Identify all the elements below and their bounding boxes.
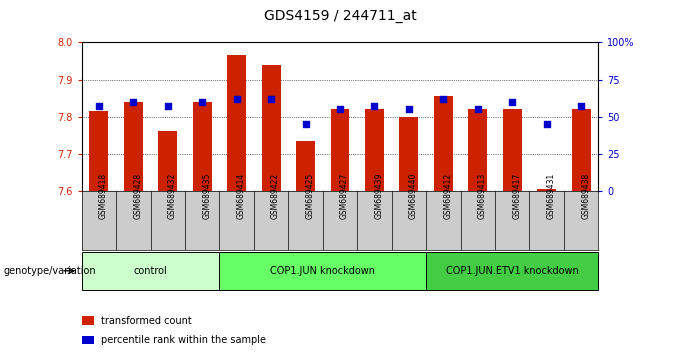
Point xyxy=(473,107,483,112)
Text: GSM689432: GSM689432 xyxy=(168,173,177,219)
Point xyxy=(335,107,345,112)
Text: GDS4159 / 244711_at: GDS4159 / 244711_at xyxy=(264,9,416,23)
Bar xyxy=(158,131,177,191)
Point xyxy=(403,107,414,112)
Text: GSM689427: GSM689427 xyxy=(340,173,349,219)
Bar xyxy=(89,111,108,191)
Point xyxy=(266,96,277,102)
Text: GSM689439: GSM689439 xyxy=(375,173,384,219)
Point xyxy=(300,121,311,127)
Point xyxy=(438,96,449,102)
Bar xyxy=(330,109,350,191)
Text: COP1.JUN.ETV1 knockdown: COP1.JUN.ETV1 knockdown xyxy=(446,266,579,276)
Text: GSM689417: GSM689417 xyxy=(512,173,522,219)
Point xyxy=(369,104,380,109)
Bar xyxy=(82,252,220,290)
Point xyxy=(231,96,242,102)
Text: GSM689418: GSM689418 xyxy=(99,173,108,219)
Text: percentile rank within the sample: percentile rank within the sample xyxy=(101,335,266,345)
Bar xyxy=(227,56,246,191)
Text: transformed count: transformed count xyxy=(101,316,191,326)
Bar xyxy=(296,141,315,191)
Point xyxy=(128,99,139,105)
Text: GSM689425: GSM689425 xyxy=(305,173,315,219)
Bar xyxy=(537,189,556,191)
Bar xyxy=(503,109,522,191)
Point xyxy=(507,99,517,105)
Bar xyxy=(434,96,453,191)
Bar xyxy=(192,102,211,191)
Point xyxy=(576,104,587,109)
Bar xyxy=(262,65,281,191)
Text: GSM689414: GSM689414 xyxy=(237,173,245,219)
Text: GSM689440: GSM689440 xyxy=(409,173,418,219)
Point xyxy=(541,121,552,127)
Point xyxy=(93,104,104,109)
Bar xyxy=(426,252,598,290)
Text: GSM689422: GSM689422 xyxy=(271,173,280,219)
Text: GSM689435: GSM689435 xyxy=(202,173,211,219)
Bar xyxy=(572,109,591,191)
Point xyxy=(197,99,207,105)
Bar xyxy=(469,109,488,191)
Text: GSM689438: GSM689438 xyxy=(581,173,590,219)
Text: GSM689431: GSM689431 xyxy=(547,173,556,219)
Bar xyxy=(220,252,426,290)
Text: control: control xyxy=(134,266,167,276)
Point xyxy=(163,104,173,109)
Bar xyxy=(124,102,143,191)
Text: GSM689413: GSM689413 xyxy=(478,173,487,219)
Text: COP1.JUN knockdown: COP1.JUN knockdown xyxy=(270,266,375,276)
Text: GSM689428: GSM689428 xyxy=(133,173,142,219)
Bar xyxy=(399,117,418,191)
Text: genotype/variation: genotype/variation xyxy=(3,266,96,276)
Text: GSM689412: GSM689412 xyxy=(443,173,452,219)
Bar xyxy=(365,109,384,191)
